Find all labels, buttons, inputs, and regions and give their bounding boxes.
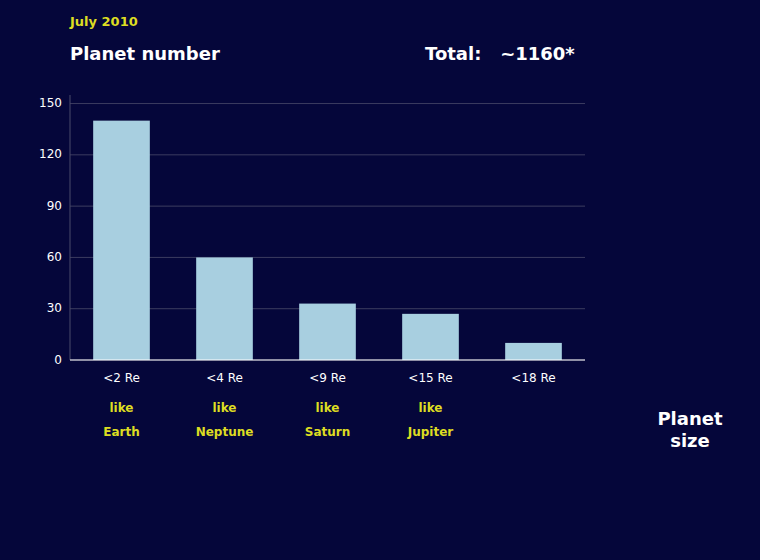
category-note: like Earth <box>103 401 140 439</box>
y-tick-label: 30 <box>47 301 62 315</box>
text-line: like <box>109 401 133 415</box>
text-line: Earth <box>103 425 140 439</box>
annotation: Total: ~1160* <box>425 43 575 64</box>
page: {"chart_data": {"type": "bar", "subtitle… <box>0 0 760 560</box>
background <box>0 0 760 560</box>
subtitle: July 2010 <box>69 14 138 29</box>
grid <box>70 104 585 360</box>
bars <box>93 121 562 360</box>
category-label: <18 Re <box>511 371 555 385</box>
text-line: size <box>670 430 710 451</box>
grid-line <box>70 360 585 361</box>
y-tick-label: 0 <box>54 353 62 367</box>
y-axis-line <box>70 95 71 360</box>
baseline <box>70 359 585 360</box>
bar <box>93 121 150 360</box>
text-line: like <box>212 401 236 415</box>
y-label: Planet number <box>70 43 220 64</box>
x-labels: <2 Re like Earth <4 Re like Neptune <9 Re like S… <box>103 371 556 439</box>
category-label: <2 Re <box>103 371 140 385</box>
bar <box>402 314 459 360</box>
category-label: <9 Re <box>309 371 346 385</box>
category-note: like Saturn <box>305 401 350 439</box>
y-tick-label: 60 <box>47 250 62 264</box>
text-line: Saturn <box>305 425 350 439</box>
chart: 0 30 60 90 120 150 <2 Re like Earth <4 Re like Nept… <box>0 0 760 560</box>
y-ticks: 0 30 60 90 120 150 <box>39 96 62 366</box>
category-label: <15 Re <box>408 371 452 385</box>
text-line: Planet <box>657 408 723 429</box>
category-note: like Neptune <box>196 401 254 439</box>
text-line: Jupiter <box>407 425 454 439</box>
x-label: Planetsize <box>657 408 723 451</box>
grid-line <box>70 103 585 104</box>
y-tick-label: 120 <box>39 147 62 161</box>
bar <box>299 304 356 360</box>
text-line: like <box>315 401 339 415</box>
text-line: like <box>418 401 442 415</box>
bar <box>196 257 253 360</box>
category-label: <4 Re <box>206 371 243 385</box>
text-line: Neptune <box>196 425 254 439</box>
y-tick-label: 150 <box>39 96 62 110</box>
y-tick-label: 90 <box>47 199 62 213</box>
category-note: like Jupiter <box>407 401 454 439</box>
bar <box>505 343 562 360</box>
